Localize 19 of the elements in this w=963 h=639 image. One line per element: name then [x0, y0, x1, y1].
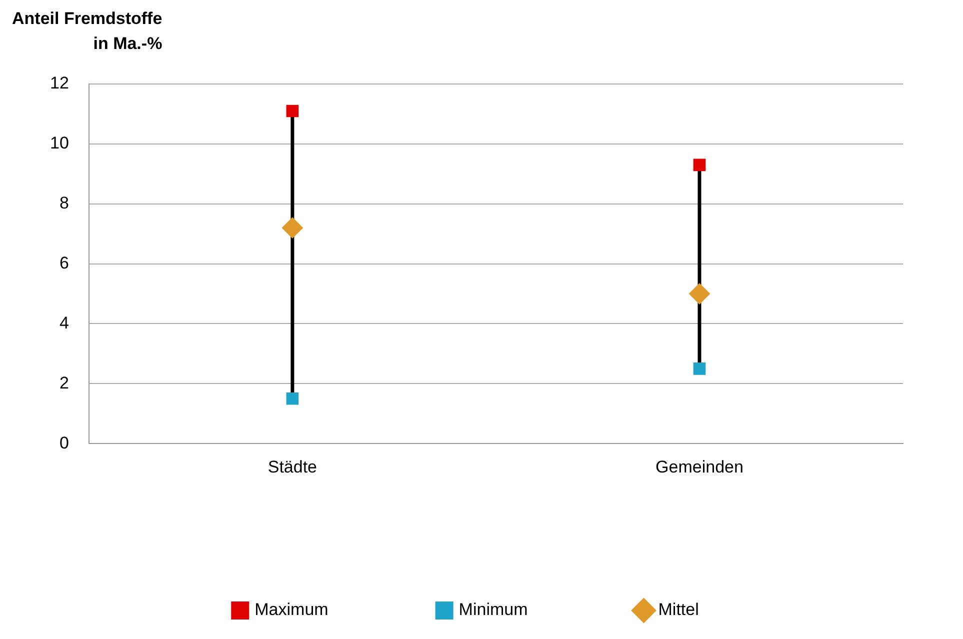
point [282, 217, 303, 238]
point [693, 362, 706, 375]
y-tick-label: 10 [50, 134, 69, 153]
y-tick-label: 2 [59, 373, 69, 392]
y-tick-label: 12 [50, 74, 69, 93]
point [693, 158, 706, 172]
x-tick-label: Gemeinden [656, 457, 744, 476]
y-axis-title: Anteil Fremdstoffe in Ma.-% [12, 8, 162, 55]
point [688, 283, 710, 304]
legend-label: Minimum [458, 600, 528, 620]
point [286, 104, 299, 118]
legend-label: Maximum [254, 600, 328, 620]
y-tick-label: 8 [59, 194, 69, 213]
x-tick-label: Städte [268, 457, 318, 476]
y-tick-label: 6 [59, 253, 69, 272]
y-tick-label: 4 [59, 313, 69, 332]
point [286, 392, 299, 405]
y-tick-label: 0 [59, 433, 69, 452]
legend-label: Mittel [658, 600, 699, 620]
